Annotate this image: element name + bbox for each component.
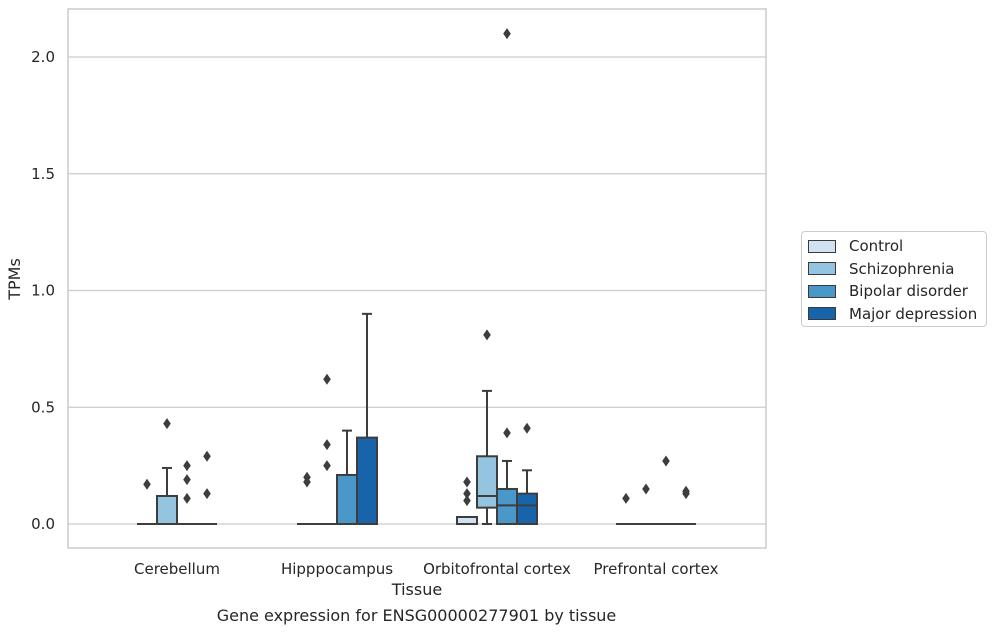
outlier-point	[203, 488, 211, 500]
series-bipolar-disorder	[177, 28, 676, 526]
chart-caption: Gene expression for ENSG00000277901 by t…	[216, 606, 617, 625]
x-tick-label: Hipppocampus	[281, 560, 393, 578]
y-tick-label: 1.5	[31, 165, 55, 183]
y-tick-label: 0.0	[31, 515, 55, 533]
outlier-point	[163, 418, 171, 430]
legend-item: Control	[808, 235, 980, 258]
series-control	[137, 471, 636, 525]
box	[137, 478, 157, 525]
outlier-point	[183, 492, 191, 504]
legend-item: Schizophrenia	[808, 258, 980, 281]
box-body	[356, 436, 378, 526]
box	[317, 373, 337, 525]
box-series	[137, 28, 696, 526]
box	[456, 476, 478, 525]
legend: Control Schizophrenia Bipolar disorder Majo…	[801, 231, 987, 327]
outlier-point	[682, 485, 690, 497]
gridlines	[68, 56, 766, 525]
box	[177, 460, 197, 525]
box-body	[476, 455, 498, 509]
outlier-point	[483, 329, 491, 341]
box	[656, 455, 676, 525]
y-tick-label: 1.0	[31, 282, 55, 300]
box	[336, 429, 358, 525]
outlier-point	[323, 460, 331, 472]
y-axis-label: TPMs	[5, 258, 24, 301]
outlier-point	[323, 439, 331, 451]
legend-label: Schizophrenia	[849, 259, 955, 278]
series-schizophrenia	[156, 329, 656, 526]
outlier-point	[183, 474, 191, 486]
outlier-point	[463, 476, 471, 488]
box-body	[516, 492, 538, 525]
outlier-point	[523, 422, 531, 434]
outlier-point	[503, 28, 511, 40]
legend-swatch	[808, 239, 836, 253]
box	[636, 483, 656, 525]
box-body	[456, 515, 478, 525]
outlier-point	[303, 471, 311, 483]
outlier-point	[503, 427, 511, 439]
y-tick-label: 2.0	[31, 48, 55, 66]
box	[156, 418, 178, 526]
box	[516, 422, 538, 525]
outlier-point	[463, 495, 471, 507]
box	[496, 28, 518, 526]
x-tick-label: Cerebellum	[134, 560, 220, 578]
box-body	[156, 494, 178, 526]
legend-label: Major depression	[849, 304, 978, 323]
box-body	[496, 487, 518, 526]
x-axis-label: Tissue	[391, 580, 442, 599]
outlier-point	[662, 455, 670, 467]
y-tick-label: 0.5	[31, 398, 55, 416]
legend-item: Major depression	[808, 303, 980, 326]
outlier-point	[463, 488, 471, 500]
box	[476, 329, 498, 525]
y-axis-ticks: 0.0 0.5 1.0 1.5 2.0	[31, 48, 55, 533]
legend-label: Control	[849, 237, 904, 256]
outlier-point	[143, 478, 151, 490]
x-axis-ticks: Cerebellum Hipppocampus Orbitofrontal cort…	[134, 560, 719, 578]
plot-frame	[67, 8, 767, 549]
x-tick-label: Orbitofrontal cortex	[423, 560, 571, 578]
outlier-point	[323, 373, 331, 385]
outlier-point	[183, 460, 191, 472]
series-major-depression	[197, 312, 696, 526]
legend-swatch	[808, 284, 836, 298]
legend-label: Bipolar disorder	[849, 282, 968, 301]
outlier-point	[203, 450, 211, 462]
x-tick-label: Prefrontal cortex	[594, 560, 719, 578]
box	[676, 485, 696, 525]
legend-item: Bipolar disorder	[808, 280, 980, 303]
box	[297, 471, 317, 525]
box	[197, 450, 217, 525]
box	[616, 492, 636, 525]
outlier-point	[642, 483, 650, 495]
legend-swatch	[808, 307, 836, 321]
box-body	[336, 473, 358, 525]
box	[356, 312, 378, 526]
outlier-point	[622, 492, 630, 504]
legend-swatch	[808, 262, 836, 276]
